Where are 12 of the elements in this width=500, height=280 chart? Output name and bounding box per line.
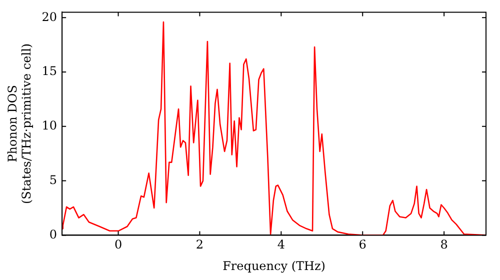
x-tick-label: 2 [196, 238, 204, 252]
x-tick-label: 6 [358, 238, 366, 252]
y-tick-label: 15 [42, 64, 58, 78]
x-tick-label: 8 [440, 238, 448, 252]
x-axis-title: Frequency (THz) [222, 258, 326, 273]
y-tick-label: 5 [49, 172, 58, 187]
y-tick-label: 10 [42, 118, 58, 133]
x-tick-label: 4 [277, 238, 286, 252]
y-tick-label: 0 [49, 227, 58, 242]
y-axis-title: Phonon DOS (States/THz·primitive cell) [5, 43, 34, 204]
x-tick-label: 0 [114, 238, 122, 252]
y-tick-label: 20 [42, 10, 58, 24]
